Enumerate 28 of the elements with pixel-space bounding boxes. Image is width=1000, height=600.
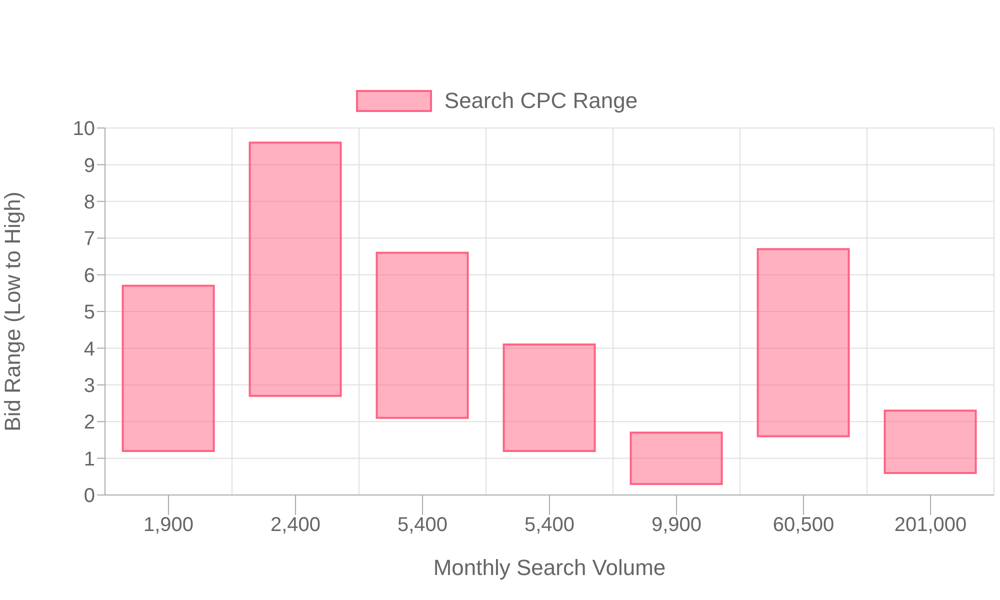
y-tick-label: 4: [84, 338, 95, 360]
x-tick-label: 1,900: [143, 514, 194, 536]
bar: [756, 248, 850, 438]
bar: [376, 252, 469, 419]
x-tick-label: 5,400: [524, 514, 575, 536]
y-tick-label: 1: [84, 448, 95, 470]
x-axis-title: Monthly Search Volume: [433, 555, 666, 580]
y-axis-title: Bid Range (Low to High): [0, 192, 25, 432]
y-tick-label: 0: [84, 485, 95, 508]
x-tick-label: 9,900: [651, 514, 702, 536]
y-tick-label: 6: [84, 264, 95, 287]
bar: [502, 344, 596, 452]
x-tick-label: 2,400: [270, 514, 321, 536]
y-tick-label: 3: [84, 375, 95, 397]
y-tick-label: 9: [84, 154, 95, 177]
y-tick-label: 8: [84, 192, 95, 214]
bar: [122, 284, 215, 452]
bar: [884, 410, 977, 474]
y-tick-label: 10: [72, 118, 95, 140]
y-tick-label: 7: [84, 228, 95, 250]
x-tick-label: 201,000: [894, 514, 967, 536]
y-tick-label: 2: [84, 412, 95, 434]
legend-label: Search CPC Range: [444, 88, 638, 114]
bar: [248, 142, 342, 397]
y-tick-label: 5: [84, 302, 95, 324]
bar: [630, 432, 723, 485]
x-tick-label: 5,400: [397, 514, 448, 536]
x-tick-label: 60,500: [772, 514, 834, 536]
